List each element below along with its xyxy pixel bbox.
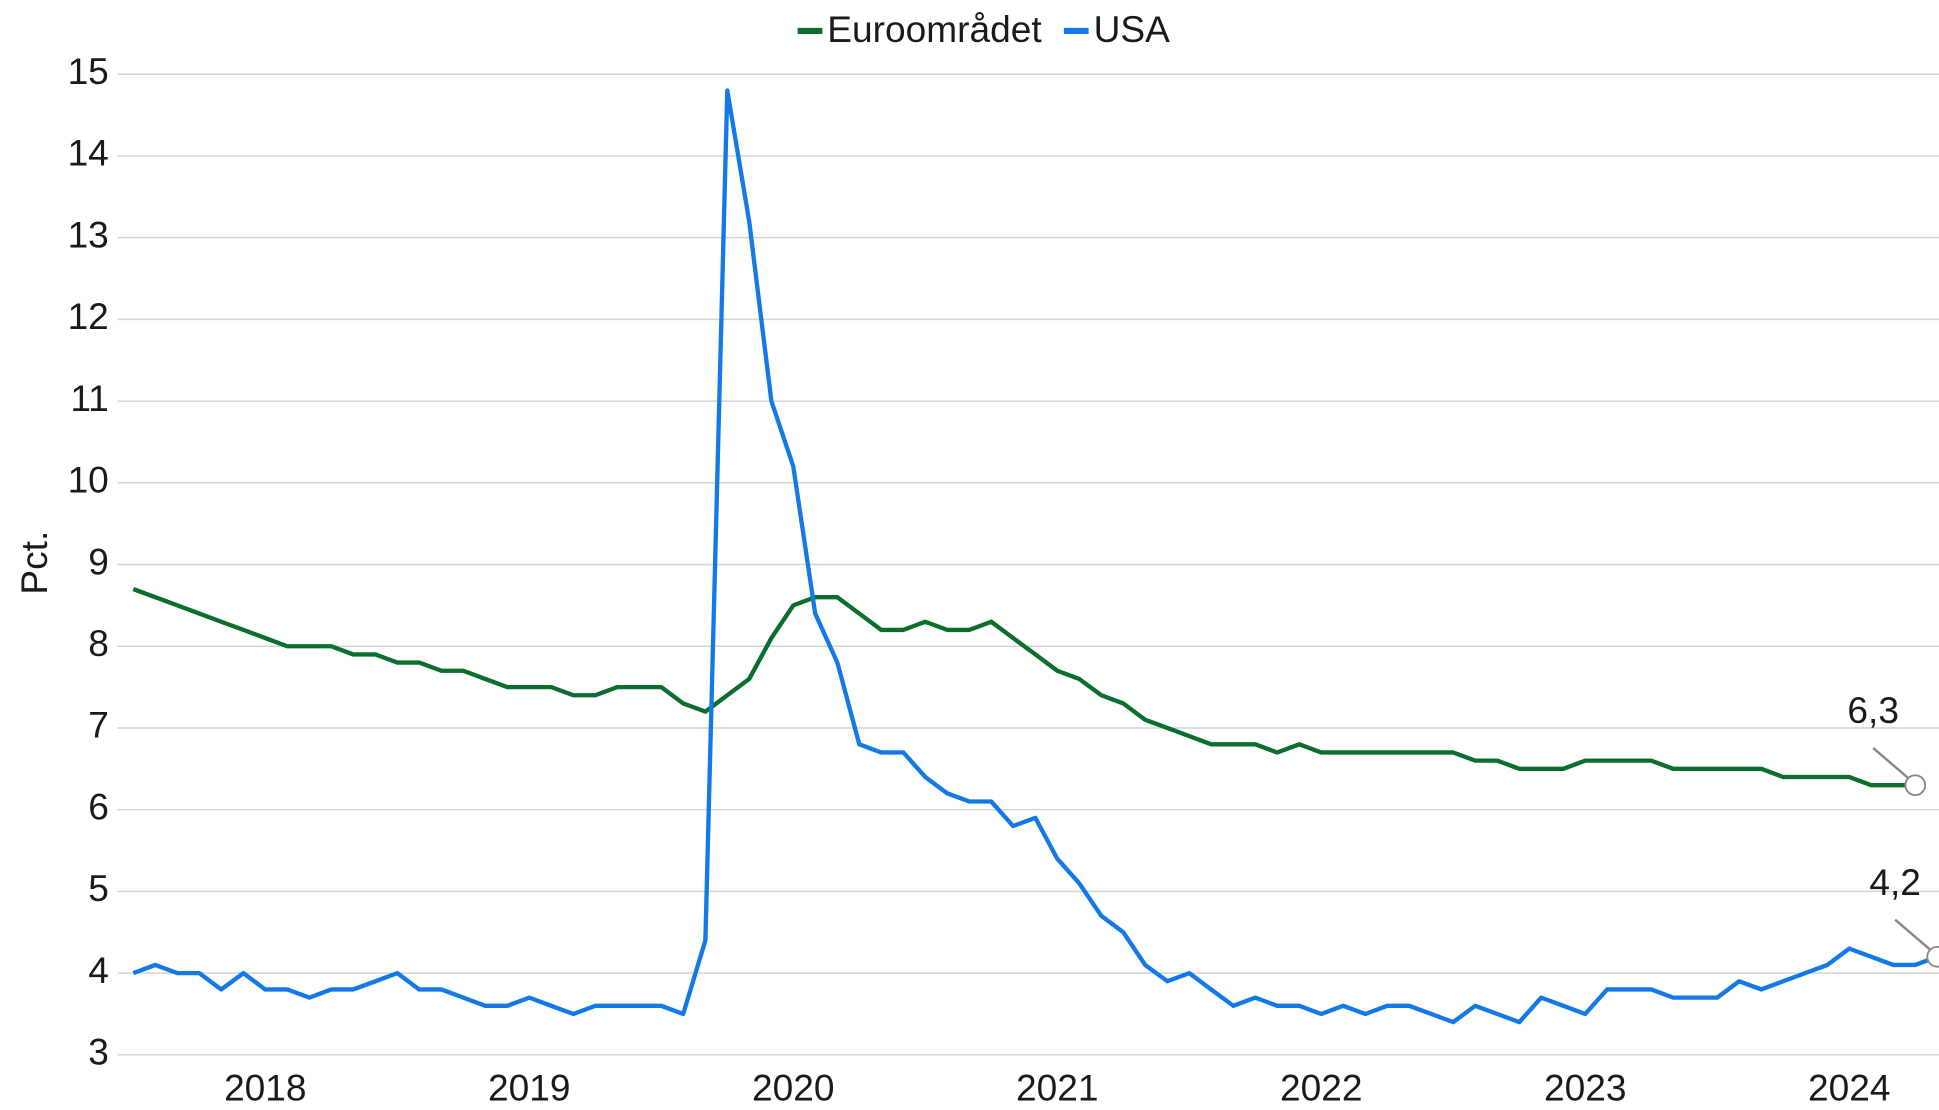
data-line xyxy=(132,88,1938,1025)
point-marker xyxy=(1904,774,1927,796)
data-label: 4,2 xyxy=(1869,861,1921,903)
lines xyxy=(132,88,1938,1025)
y-tick-label: 5 xyxy=(88,867,109,909)
x-tick-label: 2022 xyxy=(1280,1066,1362,1108)
y-tick-label: 13 xyxy=(68,213,109,255)
y-axis-label: Pct. xyxy=(13,531,55,595)
x-tick-label: 2024 xyxy=(1808,1066,1890,1108)
x-tick-label: 2023 xyxy=(1544,1066,1626,1108)
y-tick-label: 12 xyxy=(68,295,109,337)
legend: Euroområdet USA xyxy=(797,8,1171,50)
x-tick-label: 2020 xyxy=(752,1066,834,1108)
x-tick-label: 2018 xyxy=(224,1066,306,1108)
leader-line xyxy=(1894,918,1931,951)
legend-label: Euroområdet xyxy=(827,8,1042,50)
data-line xyxy=(132,587,1916,788)
labels: 6,3 4,2 xyxy=(1847,689,1939,968)
legend-label: USA xyxy=(1094,8,1171,50)
data-label: 6,3 xyxy=(1847,689,1899,731)
x-tick-label: 2021 xyxy=(1016,1066,1098,1108)
y-tick-label: 14 xyxy=(68,132,109,174)
x-tick-label: 2019 xyxy=(488,1066,570,1108)
leader-line xyxy=(1872,747,1909,779)
y-tick-label: 8 xyxy=(88,622,109,664)
point-marker xyxy=(1926,945,1939,968)
y-tick-label: 7 xyxy=(88,704,109,746)
y-tick-label: 11 xyxy=(70,377,109,419)
y-tick-label: 15 xyxy=(68,50,109,92)
y-tick-label: 4 xyxy=(88,949,109,991)
grid: 3 4 5 6 7 8 9 10 11 12 13 14 15 2018 2019 2020 2021 2022 2… xyxy=(68,50,1939,1108)
y-tick-label: 9 xyxy=(88,540,109,582)
y-tick-label: 6 xyxy=(88,785,109,827)
y-tick-label: 10 xyxy=(68,459,109,501)
y-tick-label: 3 xyxy=(88,1031,109,1073)
